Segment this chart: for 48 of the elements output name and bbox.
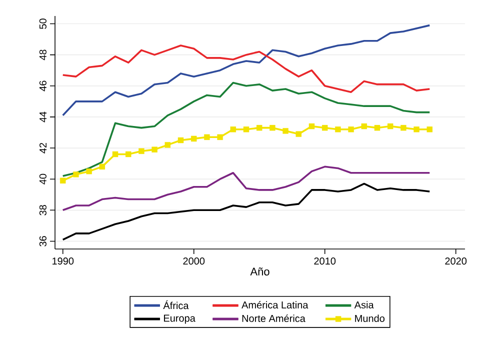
point	[322, 124, 328, 131]
point	[335, 126, 341, 132]
y-tick-label: 40	[39, 174, 46, 184]
x-tick-label: 2020	[445, 258, 467, 265]
point	[308, 123, 315, 130]
x-tick-label: 2010	[314, 258, 336, 265]
y-tick-label: 50	[39, 18, 46, 29]
x-tick-label: 1990	[52, 258, 74, 265]
legend-label: América Latina	[242, 301, 308, 308]
x-axis-title: Año	[250, 267, 270, 276]
y-tick-label: 42	[39, 142, 46, 154]
x-tick-label: 2000	[183, 258, 205, 265]
point	[86, 168, 92, 174]
y-tick-label: 36	[39, 236, 46, 246]
point	[217, 134, 223, 140]
legend-label: Asia	[354, 301, 374, 308]
point	[164, 142, 171, 148]
point	[204, 134, 210, 140]
point	[60, 178, 66, 184]
point	[190, 136, 197, 142]
point	[387, 123, 394, 130]
point	[126, 151, 132, 158]
point	[270, 124, 276, 131]
legend-label: Mundo	[355, 314, 384, 322]
point	[152, 146, 158, 152]
point	[256, 124, 262, 131]
legend-label: Europa	[164, 314, 196, 324]
point	[361, 123, 367, 130]
point	[348, 126, 354, 132]
y-tick-label: 38	[39, 205, 46, 216]
point	[282, 128, 288, 134]
point	[178, 137, 184, 144]
legend-label: Norte América	[242, 314, 306, 322]
point	[138, 148, 144, 154]
point	[73, 172, 79, 178]
point	[296, 131, 302, 137]
point	[414, 126, 420, 132]
y-tick-label: 46	[39, 80, 46, 92]
legend-label: África	[163, 300, 189, 310]
point	[400, 124, 406, 131]
point	[99, 164, 106, 170]
y-tick-label: 44	[40, 112, 46, 122]
y-tick-label: 48	[39, 50, 46, 60]
point	[426, 126, 432, 132]
point	[112, 151, 118, 158]
point	[243, 126, 250, 132]
point	[374, 124, 380, 131]
point	[230, 126, 236, 132]
